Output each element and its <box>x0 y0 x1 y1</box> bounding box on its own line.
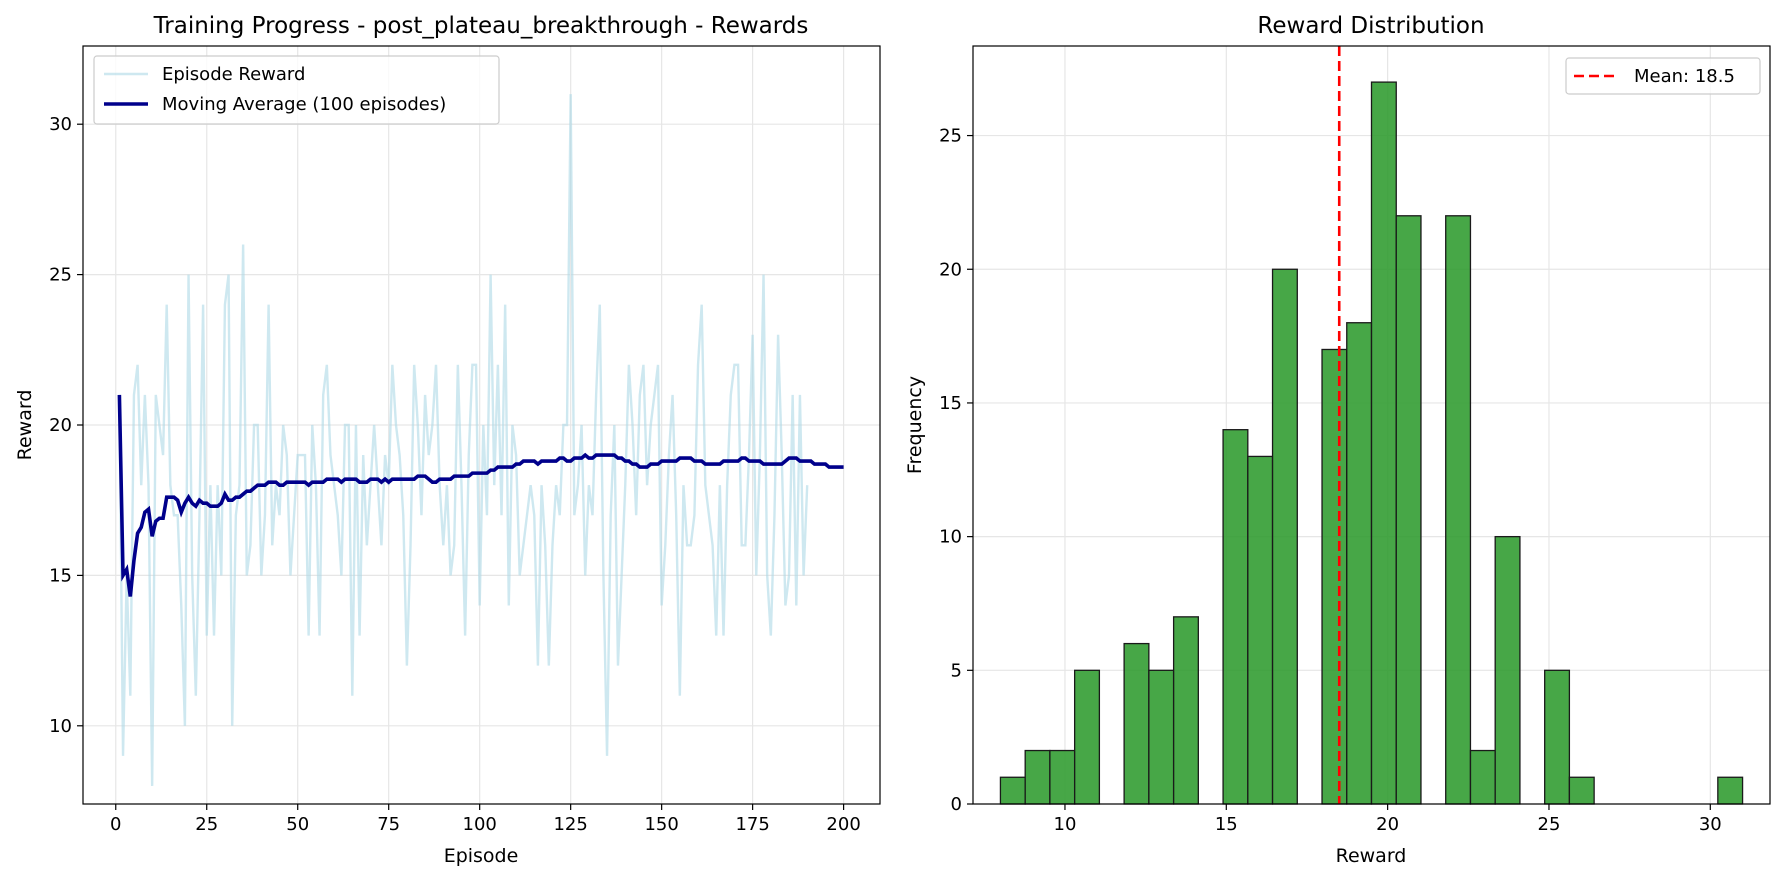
histogram-bar <box>1370 81 1397 805</box>
legend-label-moving-average: Moving Average (100 episodes) <box>162 94 446 115</box>
left-y-axis-label: Reward <box>14 390 36 461</box>
moving-average-line <box>117 394 844 597</box>
left-x-tick-label: 0 <box>110 814 121 835</box>
left-x-ticks: 0 25 50 75 100 125 150 175 200 <box>110 804 861 835</box>
left-y-tick-label: 10 <box>49 716 72 737</box>
histogram-bar <box>999 776 1026 805</box>
reward-distribution-chart: 10 15 20 25 30 0 5 10 15 20 25 Reward Distributio… <box>904 13 1771 867</box>
right-plot-frame <box>972 45 1771 805</box>
right-y-tick-label: 20 <box>939 259 962 280</box>
left-y-tick-label: 25 <box>49 265 72 286</box>
left-x-tick-label: 50 <box>286 814 309 835</box>
histogram-bar <box>1568 776 1595 805</box>
legend-label-episode-reward: Episode Reward <box>162 64 305 85</box>
histogram-bar <box>1494 535 1521 805</box>
histogram-bar <box>1073 669 1101 805</box>
left-x-tick-label: 100 <box>463 814 497 835</box>
right-x-tick-label: 10 <box>1054 814 1077 835</box>
right-y-tick-label: 0 <box>951 794 962 815</box>
histogram-bar <box>1222 429 1249 805</box>
histogram-bar <box>1123 642 1150 805</box>
histogram-bar <box>1346 322 1373 805</box>
left-x-tick-label: 175 <box>735 814 769 835</box>
right-x-tick-label: 25 <box>1538 814 1561 835</box>
left-x-tick-label: 75 <box>377 814 400 835</box>
right-x-tick-label: 15 <box>1215 814 1238 835</box>
left-y-tick-label: 30 <box>49 114 72 135</box>
left-y-ticks: 10 15 20 25 30 <box>49 114 83 737</box>
histogram-bar <box>1321 348 1348 805</box>
right-y-tick-label: 15 <box>939 393 962 414</box>
left-y-tick-label: 20 <box>49 415 72 436</box>
right-y-tick-label: 10 <box>939 527 962 548</box>
histogram-bar <box>1395 215 1422 805</box>
left-x-axis-label: Episode <box>444 845 519 867</box>
left-x-tick-label: 125 <box>553 814 587 835</box>
histogram-bar <box>1445 215 1472 805</box>
left-legend: Episode Reward Moving Average (100 episo… <box>93 55 500 125</box>
left-x-tick-label: 150 <box>644 814 678 835</box>
right-legend-box <box>1565 57 1761 95</box>
histogram-bar <box>1717 776 1744 805</box>
left-series <box>117 94 844 786</box>
left-legend-box <box>93 55 500 125</box>
right-x-tick-label: 20 <box>1376 814 1399 835</box>
histogram-bar <box>1049 749 1076 805</box>
histogram-bar <box>1544 669 1571 805</box>
training-progress-chart: 0 25 50 75 100 125 150 175 200 10 15 20 25 30 Traini… <box>14 13 881 867</box>
right-y-axis-label: Frequency <box>904 376 926 474</box>
right-chart-title: Reward Distribution <box>1257 13 1484 39</box>
right-legend: Mean: 18.5 <box>1565 57 1761 95</box>
histogram-bar <box>1469 749 1496 805</box>
left-x-tick-label: 25 <box>195 814 218 835</box>
right-x-tick-label: 30 <box>1699 814 1722 835</box>
histogram-bar <box>1024 749 1051 805</box>
histogram-bar <box>1271 268 1298 805</box>
right-x-axis-label: Reward <box>1336 845 1407 867</box>
histogram-bar <box>1172 616 1199 805</box>
left-y-tick-label: 15 <box>49 565 72 586</box>
right-y-ticks: 0 5 10 15 20 25 <box>939 126 973 815</box>
histogram-bars <box>999 81 1744 805</box>
left-chart-title: Training Progress - post_plateau_breakth… <box>153 13 809 39</box>
right-y-tick-label: 5 <box>951 660 962 681</box>
histogram-bar <box>1148 669 1175 805</box>
right-x-ticks: 10 15 20 25 30 <box>1054 804 1722 835</box>
legend-label-mean: Mean: 18.5 <box>1634 66 1735 87</box>
episode-reward-line <box>118 94 809 786</box>
histogram-bar <box>1247 455 1274 805</box>
right-y-tick-label: 25 <box>939 126 962 147</box>
left-x-tick-label: 200 <box>826 814 860 835</box>
